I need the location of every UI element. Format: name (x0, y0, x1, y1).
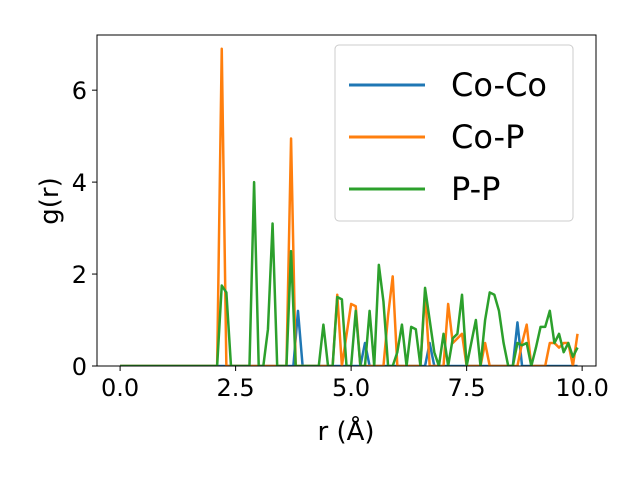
x-tick-label: 5.0 (332, 374, 370, 402)
y-axis-ticks: 0 2 4 6 (72, 77, 97, 381)
legend-label-co-co: Co-Co (451, 66, 547, 104)
x-tick-label: 0.0 (101, 374, 139, 402)
y-tick-label: 6 (72, 77, 87, 105)
y-tick-label: 2 (72, 261, 87, 289)
series-layer (120, 47, 579, 366)
x-tick-label: 7.5 (448, 374, 486, 402)
legend: Co-Co Co-P P-P (334, 44, 574, 222)
legend-label-p-p: P-P (451, 170, 500, 208)
y-axis-label: g(r) (35, 177, 65, 224)
series-line-p-p (120, 180, 579, 366)
y-tick-label: 0 (72, 353, 87, 381)
x-tick-label: 10.0 (555, 374, 608, 402)
legend-label-co-p: Co-P (451, 118, 524, 156)
x-tick-label: 2.5 (217, 374, 255, 402)
legend-box (334, 44, 574, 222)
x-axis-ticks: 0.0 2.5 5.0 7.5 10.0 (101, 366, 609, 402)
x-axis-label: r (Å) (317, 415, 374, 447)
series-line-co-p (120, 47, 579, 366)
y-tick-label: 4 (72, 169, 87, 197)
plot-frame (96, 34, 597, 367)
